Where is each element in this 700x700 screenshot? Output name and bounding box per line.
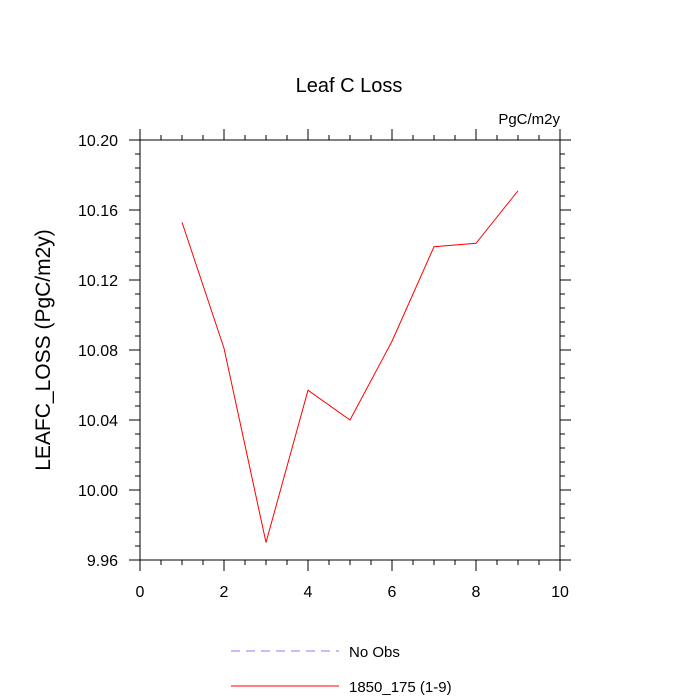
series-line [181, 190, 519, 543]
y-tick-label: 10.12 [78, 273, 118, 290]
legend: No Obs 1850_175 (1-9) [231, 644, 452, 696]
y-tick-label: 9.96 [87, 553, 118, 570]
y-tick-label: 10.08 [78, 343, 118, 360]
x-tick-label: 4 [304, 584, 313, 601]
y-tick-label: 10.04 [78, 413, 118, 430]
series-layer [181, 190, 519, 543]
x-tick-label: 10 [551, 584, 569, 601]
x-tick-label: 8 [472, 584, 481, 601]
x-tick-label: 6 [388, 584, 397, 601]
y-tick-label: 10.00 [78, 483, 118, 500]
y-tick-label: 10.20 [78, 133, 118, 150]
legend-label: 1850_175 (1-9) [349, 679, 452, 696]
legend-label: No Obs [349, 644, 400, 661]
units-label: PgC/m2y [498, 111, 560, 128]
plot-frame [139, 139, 561, 561]
y-axis-label: LEAFC_LOSS (PgC/m2y) [32, 229, 55, 471]
y-tick-label: 10.16 [78, 203, 118, 220]
x-tick-label: 2 [220, 584, 229, 601]
axis-ticks: 0 2 4 6 8 10 9.96 10.00 10.04 10.08 10.12 10.16 10.2… [78, 129, 571, 601]
x-tick-label: 0 [136, 584, 145, 601]
chart-title: Leaf C Loss [296, 75, 403, 97]
